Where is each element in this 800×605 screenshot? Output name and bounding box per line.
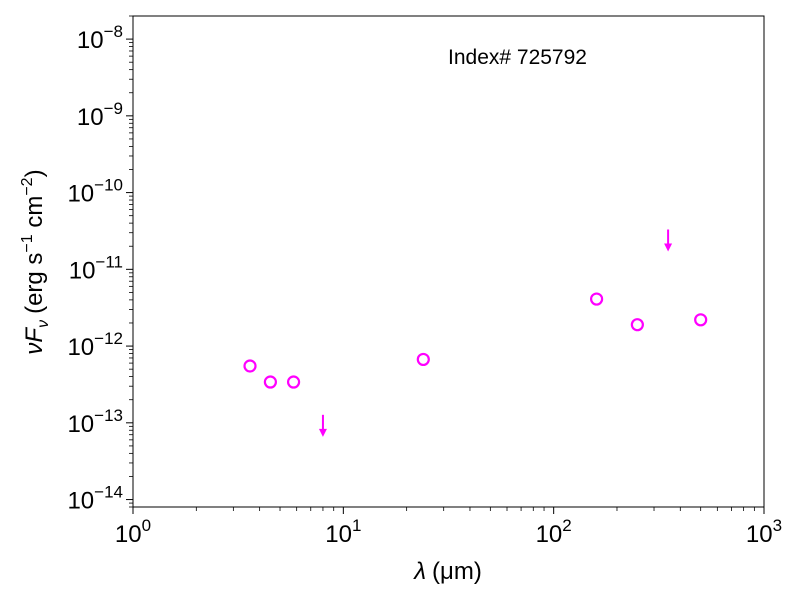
y-axis-label: νFν (erg s−1 cm−2) bbox=[19, 169, 52, 354]
y-tick-label: 10−10 bbox=[67, 176, 123, 208]
y-axis-unit-base: (erg s bbox=[21, 253, 48, 314]
x-tick-label: 103 bbox=[746, 516, 782, 548]
data-point bbox=[416, 352, 430, 367]
y-axis-unit-exp2: −2 bbox=[19, 177, 36, 195]
x-tick-label: 100 bbox=[115, 516, 151, 548]
y-tick-label: 10−14 bbox=[67, 483, 123, 515]
data-point bbox=[694, 313, 708, 327]
data-point bbox=[630, 318, 644, 332]
upper-limit-arrow bbox=[664, 229, 673, 252]
x-tick-label: 102 bbox=[536, 516, 572, 548]
x-axis-symbol: λ bbox=[412, 558, 426, 585]
data-point bbox=[243, 359, 257, 373]
y-axis-unit-mid: cm bbox=[21, 196, 48, 235]
y-axis-nu: ν bbox=[21, 343, 48, 355]
y-tick-label: 10−11 bbox=[69, 252, 123, 284]
plot-area bbox=[132, 15, 765, 508]
y-axis-subscript: ν bbox=[35, 320, 52, 328]
y-axis-f: F bbox=[21, 327, 48, 343]
data-point bbox=[286, 375, 301, 389]
data-point bbox=[589, 292, 604, 306]
data-point bbox=[263, 375, 277, 389]
data-marks bbox=[243, 229, 708, 437]
y-tick-label: 10−13 bbox=[67, 406, 123, 438]
upper-limit-arrow bbox=[318, 414, 327, 437]
y-axis-unit-exp1: −1 bbox=[19, 234, 36, 252]
y-axis-unit-close: ) bbox=[21, 169, 48, 177]
x-axis-unit: (μm) bbox=[432, 558, 482, 585]
annotation-index: Index# 725792 bbox=[448, 46, 587, 69]
axis-ticks: 100 101 102 103 10−14 10−13 10−12 10−11 10−10 10−… bbox=[67, 15, 782, 548]
x-tick-label: 101 bbox=[325, 516, 361, 548]
x-axis-label: λ (μm) bbox=[412, 558, 482, 585]
y-tick-label: 10−8 bbox=[77, 22, 123, 54]
y-tick-label: 10−12 bbox=[67, 329, 123, 361]
y-tick-label: 10−9 bbox=[77, 99, 123, 131]
